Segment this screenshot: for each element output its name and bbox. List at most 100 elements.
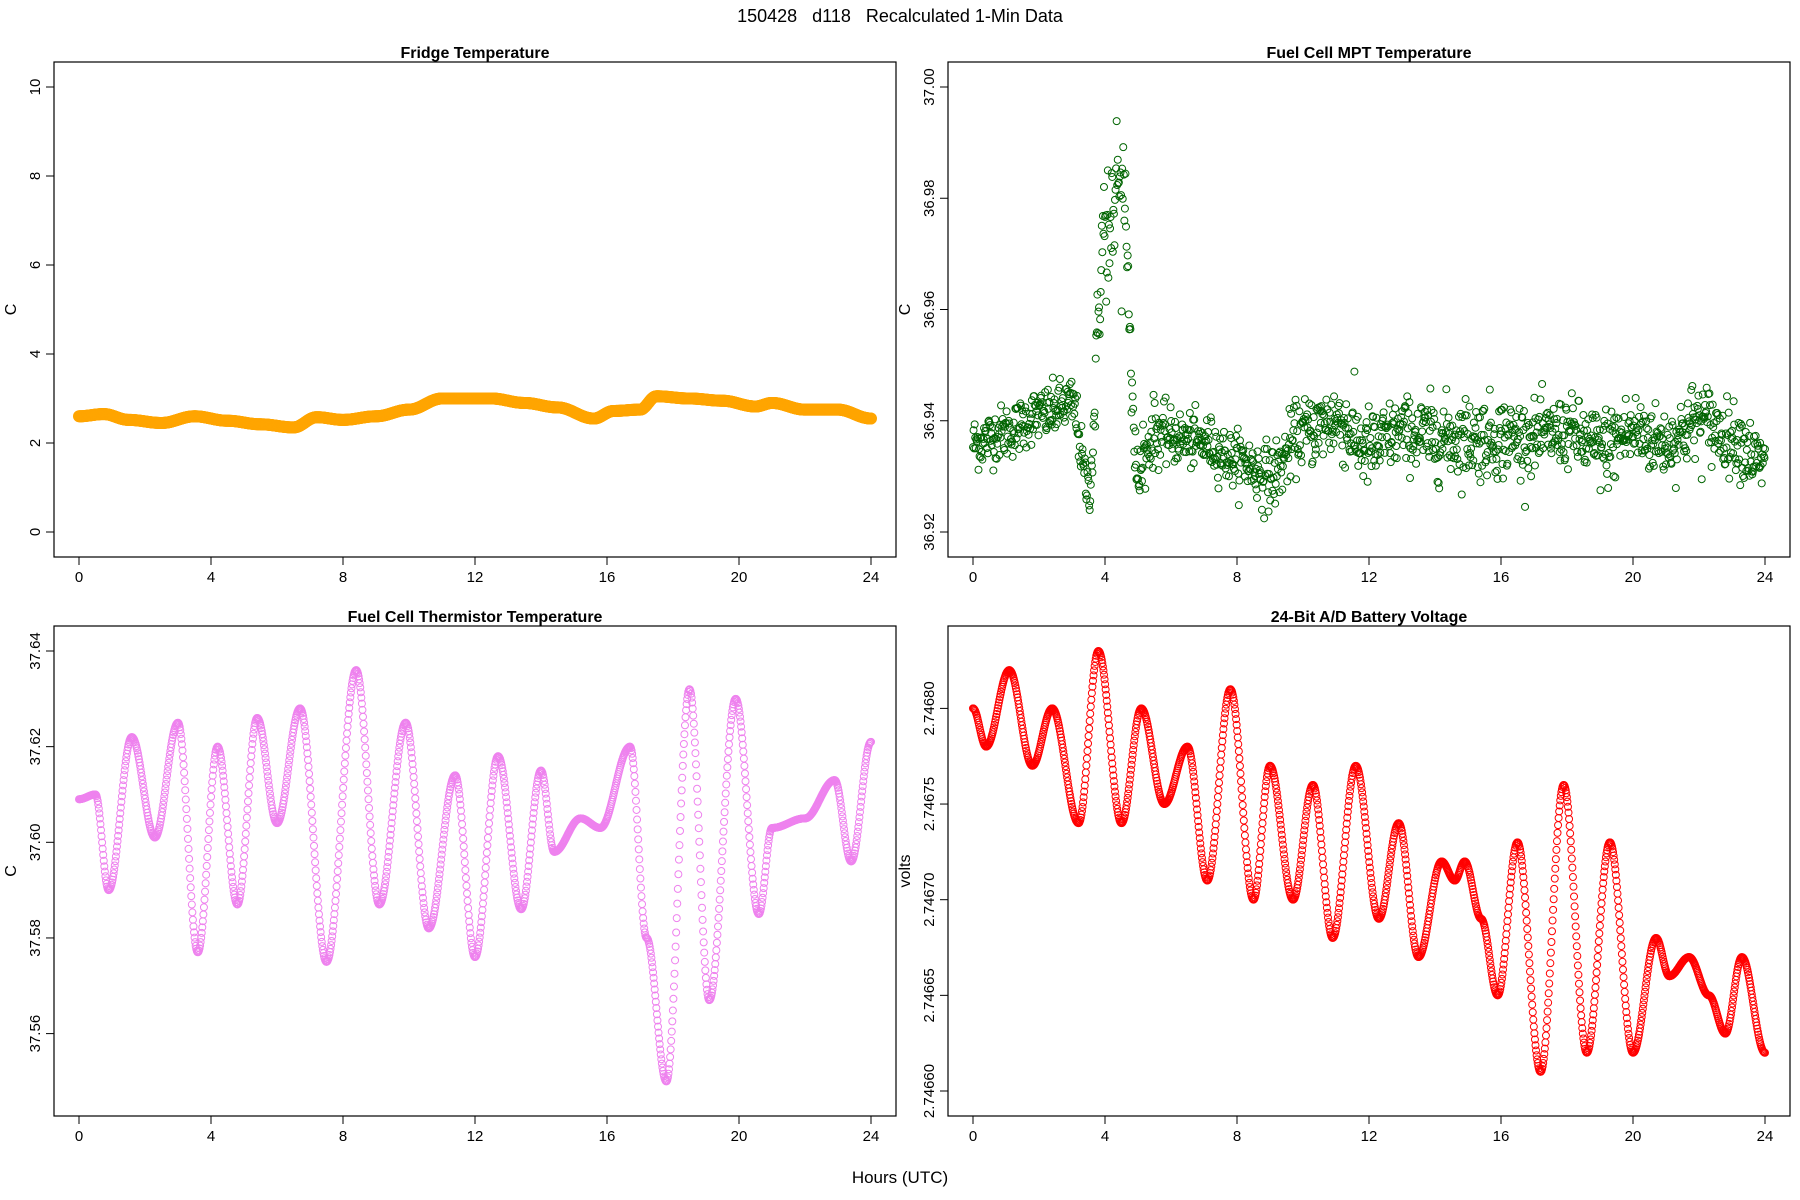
data-point: [1443, 437, 1452, 446]
data-point: [513, 893, 522, 902]
data-point: [1308, 457, 1317, 466]
data-point: [404, 724, 413, 733]
data-point: [507, 848, 516, 857]
data-point: [1611, 473, 1620, 482]
data-point: [748, 868, 757, 877]
data-point: [742, 793, 751, 802]
data-point: [396, 736, 405, 745]
data-point: [724, 747, 733, 756]
data-point: [302, 737, 311, 746]
data-point: [837, 804, 846, 813]
data-point: [738, 734, 747, 743]
data-point: [1217, 750, 1226, 759]
data-point: [524, 862, 533, 871]
data-point: [1714, 448, 1723, 457]
data-point: [181, 786, 190, 795]
data-point: [668, 1017, 677, 1026]
data-point: [381, 880, 390, 889]
data-point: [1737, 421, 1746, 430]
data-point: [475, 933, 484, 942]
data-point: [1278, 485, 1287, 494]
y-axis-label: C: [897, 304, 914, 316]
data-point: [120, 771, 129, 780]
data-point: [176, 726, 185, 735]
data-point: [865, 738, 874, 747]
data-point: [717, 866, 726, 875]
data-point: [1740, 473, 1749, 482]
data-point: [387, 819, 396, 828]
y-tick-label: 37.62: [27, 728, 44, 766]
data-point: [722, 780, 731, 789]
data-point: [1364, 402, 1373, 411]
data-point: [1556, 456, 1565, 465]
data-point: [1376, 448, 1385, 457]
data-point: [190, 928, 199, 937]
data-point: [1757, 479, 1766, 488]
data-point: [477, 912, 486, 921]
data-point: [1375, 442, 1384, 451]
data-point: [540, 780, 549, 789]
data-point: [364, 795, 373, 804]
data-point: [1606, 452, 1615, 461]
data-point: [1213, 473, 1222, 482]
data-point: [1407, 454, 1416, 463]
data-point: [1637, 418, 1646, 427]
data-point: [1140, 439, 1149, 448]
data-point: [1648, 436, 1657, 445]
data-point: [307, 808, 316, 817]
data-point: [116, 809, 125, 818]
data-point: [759, 884, 768, 893]
data-point: [1281, 432, 1290, 441]
data-point: [506, 837, 515, 846]
data-point: [1377, 433, 1386, 442]
data-point: [158, 804, 167, 813]
data-point: [1108, 765, 1117, 774]
data-point: [1261, 787, 1270, 796]
data-point: [1054, 721, 1063, 730]
data-point: [504, 820, 513, 829]
data-point: [486, 799, 495, 808]
data-point: [343, 729, 352, 738]
data-point: [740, 769, 749, 778]
data-point: [200, 895, 209, 904]
data-point: [201, 887, 210, 896]
data-point: [342, 736, 351, 745]
data-point: [1011, 684, 1020, 693]
data-point: [1467, 444, 1476, 453]
data-point: [1274, 801, 1283, 810]
data-point: [836, 800, 845, 809]
data-point: [280, 793, 289, 802]
data-point: [672, 914, 681, 923]
data-point: [487, 792, 496, 801]
data-point: [412, 809, 421, 818]
data-point: [1309, 413, 1318, 422]
x-tick-label: 20: [731, 569, 748, 586]
data-point: [1521, 448, 1530, 457]
data-point: [363, 777, 372, 786]
data-point: [1090, 666, 1099, 675]
data-point: [747, 862, 756, 871]
data-point: [1592, 413, 1601, 422]
data-point: [1189, 767, 1198, 776]
data-point: [238, 871, 247, 880]
data-point: [699, 938, 708, 947]
data-point: [1270, 771, 1279, 780]
data-point: [1066, 401, 1075, 410]
data-point: [1113, 808, 1122, 817]
data-point: [477, 918, 486, 927]
data-point: [308, 825, 317, 834]
data-point: [283, 773, 292, 782]
data-point: [244, 789, 253, 798]
data-point: [1488, 455, 1497, 464]
data-point: [700, 957, 709, 966]
data-point: [1649, 461, 1658, 470]
data-point: [315, 916, 324, 925]
data-point: [139, 783, 148, 792]
data-point: [386, 830, 395, 839]
data-point: [137, 772, 146, 781]
data-point: [1316, 418, 1325, 427]
data-point: [1596, 486, 1605, 495]
data-point: [473, 947, 482, 956]
data-point: [160, 788, 169, 797]
data-point: [1721, 459, 1730, 468]
